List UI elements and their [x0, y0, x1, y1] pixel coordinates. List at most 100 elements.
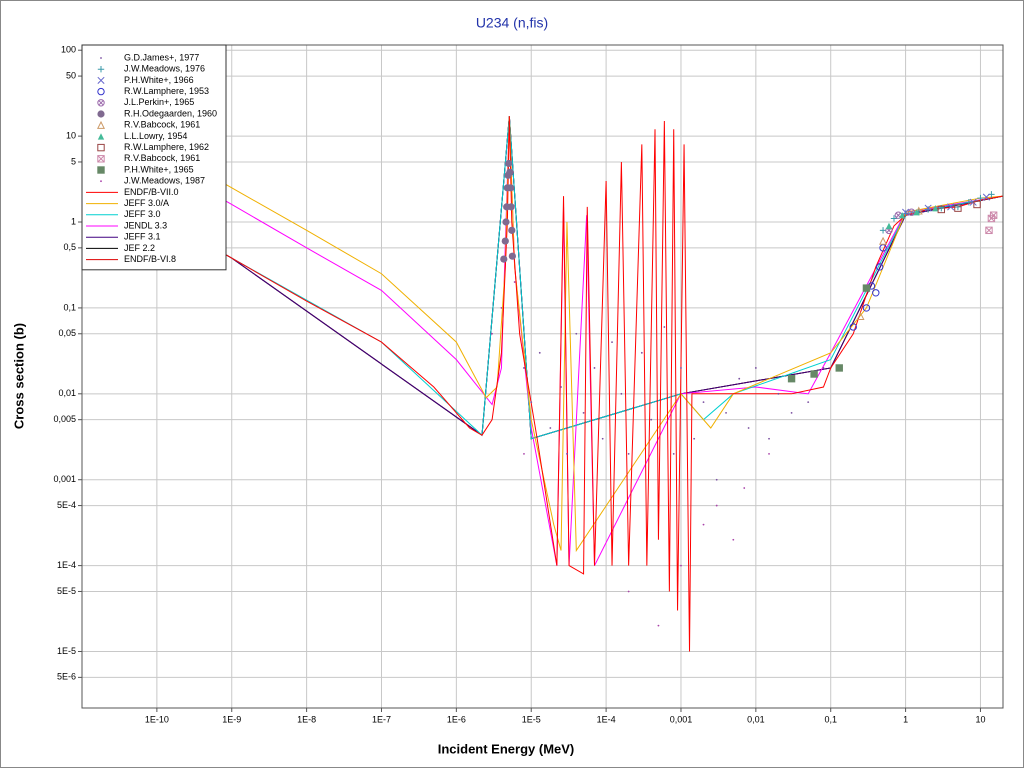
marker-filled-square	[787, 374, 796, 383]
x-tick-label: 1E-4	[597, 714, 616, 724]
marker-part	[491, 332, 493, 335]
marker-part	[97, 87, 105, 96]
marker-part	[97, 110, 105, 118]
legend-label: P.H.White+, 1966	[124, 75, 194, 85]
marker-part	[505, 159, 513, 168]
marker-part	[807, 401, 810, 404]
marker-dot	[513, 281, 516, 283]
marker-square	[973, 200, 981, 209]
marker-filled-circle	[506, 168, 514, 176]
marker-filled-circle	[97, 110, 105, 118]
marker-part	[97, 166, 105, 174]
marker-dot	[538, 351, 541, 354]
y-tick-label: 5E-5	[57, 586, 76, 596]
marker-part	[538, 351, 541, 354]
marker-x	[902, 208, 910, 216]
marker-part	[96, 120, 106, 129]
marker-part	[663, 326, 666, 328]
marker-x	[969, 198, 977, 206]
marker-dot	[491, 332, 493, 335]
marker-dot	[777, 392, 780, 395]
marker-plus	[924, 206, 932, 213]
marker-x	[924, 204, 932, 212]
marker-circle	[849, 323, 857, 331]
marker-part	[898, 212, 906, 219]
marker-dot	[672, 452, 675, 455]
marker-part	[747, 427, 750, 429]
marker-part	[743, 487, 746, 489]
x-tick-label: 1	[903, 714, 908, 724]
marker-dot	[702, 523, 705, 526]
marker-part	[856, 311, 865, 320]
marker-part	[862, 304, 871, 312]
marker-part	[611, 341, 613, 343]
marker-dot	[582, 411, 585, 414]
y-tick-label: 0,5	[63, 242, 76, 252]
marker-circle	[862, 304, 871, 312]
x-tick-label: 0,01	[747, 714, 765, 724]
marker-x	[982, 193, 990, 201]
marker-part	[924, 204, 932, 212]
x-tick-label: 10	[975, 714, 985, 724]
marker-triangle	[96, 120, 106, 129]
marker-dot	[640, 351, 643, 354]
marker-part	[787, 374, 796, 383]
marker-part	[822, 367, 825, 369]
legend-label: L.L.Lowry, 1954	[124, 131, 187, 141]
legend-label: J.W.Meadows, 1976	[124, 64, 205, 74]
marker-part	[97, 76, 105, 84]
marker-part	[754, 367, 757, 369]
marker-dot	[549, 427, 552, 429]
marker-dot	[663, 326, 666, 328]
marker-filled-triangle	[898, 212, 906, 219]
legend-label: R.W.Lamphere, 1953	[124, 86, 209, 96]
marker-part	[500, 307, 503, 309]
marker-part	[810, 370, 818, 378]
marker-part	[879, 227, 887, 234]
marker-part	[627, 452, 630, 455]
marker-filled-circle	[502, 218, 510, 226]
marker-filled-circle	[508, 252, 516, 260]
x-tick-label: 1E-7	[372, 714, 391, 724]
marker-part	[508, 252, 516, 260]
marker-part	[715, 504, 718, 507]
marker-part	[702, 401, 705, 404]
marker-dot	[657, 624, 660, 627]
marker-part	[501, 237, 509, 245]
marker-dot	[523, 367, 525, 369]
marker-part	[627, 590, 630, 593]
marker-part	[506, 168, 514, 176]
marker-part	[97, 66, 105, 73]
marker-part	[560, 386, 562, 388]
marker-part	[990, 211, 998, 219]
plot-frame	[81, 44, 1004, 709]
marker-filled-circle	[508, 226, 516, 234]
marker-part	[768, 452, 770, 455]
marker-dot	[601, 437, 604, 440]
marker-part	[693, 437, 696, 440]
marker-plus	[977, 194, 984, 202]
marker-part	[98, 100, 104, 106]
marker-dot	[702, 401, 705, 404]
legend-label: R.V.Babcock, 1961	[124, 120, 200, 130]
marker-filled-circle	[506, 184, 515, 192]
marker-part	[500, 255, 508, 263]
legend-label: JEFF 3.1	[124, 232, 161, 242]
marker-part	[640, 351, 643, 354]
x-axis-label: Incident Energy (MeV)	[438, 741, 575, 756]
marker-dot	[738, 377, 741, 380]
marker-part	[895, 212, 901, 218]
marker-dot	[807, 401, 810, 404]
marker-part	[506, 184, 515, 192]
marker-part	[969, 198, 977, 206]
marker-part	[582, 411, 585, 414]
y-tick-label: 0,001	[53, 474, 76, 484]
y-tick-label: 50	[66, 70, 76, 80]
legend-label: JEFF 3.0/A	[124, 198, 169, 208]
marker-dot	[732, 538, 735, 541]
marker-triangle	[879, 236, 888, 245]
legend-label: JEF 2.2	[124, 243, 155, 253]
chart-title: U234 (n,fis)	[476, 15, 548, 31]
marker-part	[549, 427, 552, 429]
